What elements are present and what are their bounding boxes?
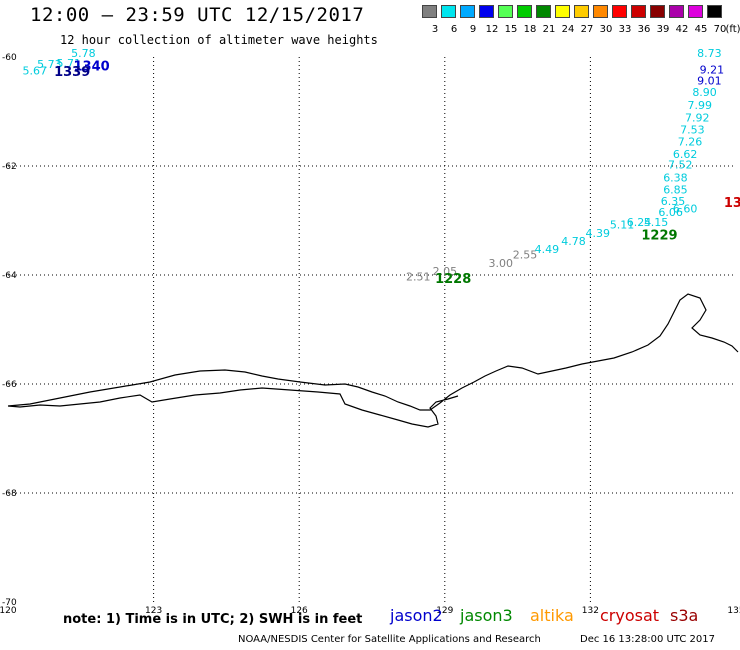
satellite-name: s3a: [670, 606, 699, 625]
scale-swatch: [593, 5, 608, 18]
map-subtitle: 12 hour collection of altimeter wave hei…: [60, 33, 378, 47]
lon-tick-label: 120: [0, 606, 17, 616]
scale-label: 15: [504, 24, 518, 35]
scale-swatch: [517, 5, 532, 18]
wave-height-label: 5.73: [37, 58, 62, 71]
wave-height-label: 4.39: [586, 227, 611, 240]
scale-unit: (ft): [725, 24, 740, 35]
lat-tick-label: -70: [2, 598, 17, 608]
lon-tick-label: 132: [582, 606, 599, 616]
lat-tick-label: -60: [2, 53, 17, 63]
wave-height-label: 7.99: [687, 99, 712, 112]
scale-swatch: [460, 5, 475, 18]
footer-note: note: 1) Time is in UTC; 2) SWH is in fe…: [63, 612, 363, 627]
scale-swatch: [688, 5, 703, 18]
wave-height-label: 6.85: [663, 183, 688, 196]
wave-height-label: 2.05: [433, 265, 458, 278]
scale-swatch: [650, 5, 665, 18]
pass-time-label: 1228: [435, 272, 471, 287]
wave-height-label: 6.06: [658, 206, 683, 219]
scale-label: 45: [694, 24, 708, 35]
wave-height-label: 4.78: [561, 235, 586, 248]
wave-height-label: 6.62: [673, 148, 698, 161]
scale-swatch: [555, 5, 570, 18]
wave-height-label: 9.21: [700, 63, 725, 76]
scale-label: 21: [542, 24, 556, 35]
scale-label: 24: [561, 24, 575, 35]
wave-height-label: 7.26: [678, 135, 703, 148]
scale-swatch: [441, 5, 456, 18]
wave-height-label: 7.53: [680, 123, 705, 136]
map-title: 12:00 – 23:59 UTC 12/15/2017: [30, 4, 365, 26]
scale-label: 70: [713, 24, 727, 35]
wave-height-label: 6.35: [661, 195, 686, 208]
lat-tick-label: -62: [2, 162, 17, 172]
wave-height-label: 5.78: [71, 47, 96, 60]
scale-label: 33: [618, 24, 632, 35]
lat-tick-label: -64: [2, 271, 17, 281]
scale-label: 9: [469, 24, 477, 35]
pass-time-label: 1229: [641, 229, 677, 244]
scale-swatch: [422, 5, 437, 18]
scale-label: 18: [523, 24, 537, 35]
satellite-name: altika: [530, 606, 574, 625]
scale-label: 6: [450, 24, 458, 35]
wave-height-label: 2.55: [513, 249, 538, 262]
scale-swatch: [498, 5, 513, 18]
lat-tick-label: -66: [2, 380, 17, 390]
satellite-name: jason2: [390, 606, 443, 625]
scale-label: 42: [675, 24, 689, 35]
pass-time-label: 1339: [54, 65, 90, 80]
lon-tick-label: 123: [145, 606, 162, 616]
scale-swatch: [669, 5, 684, 18]
scale-label: 27: [580, 24, 594, 35]
lat-tick-label: -68: [2, 489, 17, 499]
scale-swatch: [479, 5, 494, 18]
lon-tick-label: 129: [436, 606, 453, 616]
scale-swatch: [707, 5, 722, 18]
credit-text: NOAA/NESDIS Center for Satellite Applica…: [238, 634, 541, 645]
scale-swatch: [574, 5, 589, 18]
satellite-name: jason3: [460, 606, 513, 625]
scale-swatch: [536, 5, 551, 18]
wave-height-label: 5.11: [610, 219, 635, 232]
antarctic-coastline: [7, 293, 739, 428]
scale-swatch: [631, 5, 646, 18]
wave-height-label: 7.92: [685, 111, 710, 124]
wave-height-label: 3.00: [488, 257, 512, 270]
wave-height-label: 6.24: [627, 216, 652, 229]
pass-time-label: 1340: [74, 60, 110, 75]
timestamp-text: Dec 16 13:28:00 UTC 2017: [580, 634, 715, 645]
wave-height-label: 2.51: [406, 270, 431, 283]
lon-tick-label: 135: [727, 606, 740, 616]
pass-time-label: 13: [724, 196, 740, 211]
scale-swatch: [612, 5, 627, 18]
axis-tick-labels: 120 123 126 129 132 135 -60 -62 -64 -66 -68 -70: [0, 53, 740, 616]
wave-height-label: 9.01: [697, 74, 722, 87]
scale-label: 12: [485, 24, 499, 35]
scale-label: 30: [599, 24, 613, 35]
wave-height-label: 6.38: [663, 171, 688, 184]
wave-height-label: 8.73: [697, 47, 722, 60]
wave-height-label: 8.90: [692, 86, 717, 99]
lon-tick-label: 126: [291, 606, 308, 616]
wave-height-label: 6.60: [673, 202, 698, 215]
scale-label: 39: [656, 24, 670, 35]
satellite-name: cryosat: [600, 606, 660, 625]
map-grid: [8, 57, 736, 602]
scale-label: 3: [431, 24, 439, 35]
wave-height-label: 5.67: [23, 64, 47, 77]
wave-height-label: 7.52: [668, 159, 693, 172]
scale-label: 36: [637, 24, 651, 35]
wave-height-label: 5.15: [644, 216, 669, 229]
wave-height-label: 4.49: [535, 243, 560, 256]
wave-height-label: 5.71: [57, 57, 82, 70]
